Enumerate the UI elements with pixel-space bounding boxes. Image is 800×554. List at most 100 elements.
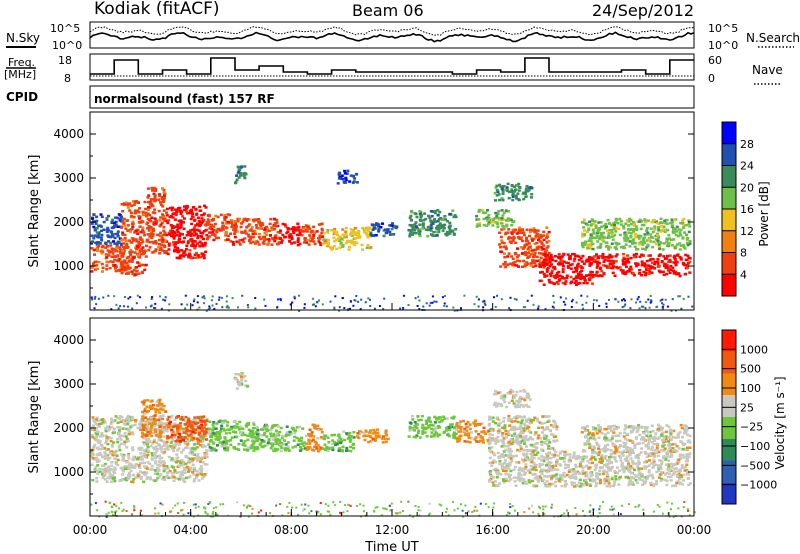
scatter-cell xyxy=(95,480,99,483)
scatter-cell xyxy=(275,218,279,222)
scatter-cell xyxy=(231,223,234,227)
scatter-cell xyxy=(230,219,234,223)
scatter-cell xyxy=(191,453,195,456)
scatter-cell xyxy=(668,266,671,270)
scatter-cell xyxy=(524,251,527,254)
scatter-cell xyxy=(190,210,194,214)
scatter-cell xyxy=(496,190,500,193)
scatter-cell xyxy=(326,449,330,452)
scatter-cell xyxy=(206,218,210,221)
scatter-cell xyxy=(192,443,196,446)
scatter-cell xyxy=(111,260,115,264)
scatter-cell xyxy=(155,220,159,223)
scatter-cell xyxy=(348,431,352,435)
ground-scatter-cell xyxy=(638,307,641,310)
scatter-cell xyxy=(124,239,128,243)
scatter-cell xyxy=(132,256,136,259)
scatter-cell xyxy=(173,469,177,472)
scatter-cell xyxy=(157,438,161,442)
scatter-cell xyxy=(131,222,135,226)
scatter-cell xyxy=(674,260,678,263)
scatter-cell xyxy=(602,231,606,235)
scatter-cell xyxy=(643,248,647,251)
scatter-cell xyxy=(134,273,138,276)
scatter-cell xyxy=(623,257,627,261)
ground-scatter-cell xyxy=(623,305,626,308)
scatter-cell xyxy=(476,435,480,438)
scatter-cell xyxy=(197,256,201,259)
scatter-cell xyxy=(237,241,241,244)
scatter-cell xyxy=(125,420,129,423)
scatter-cell xyxy=(321,242,325,246)
scatter-cell xyxy=(125,427,129,431)
scatter-cell xyxy=(542,272,546,276)
scatter-cell xyxy=(671,266,675,270)
scatter-cell xyxy=(567,261,570,265)
scatter-cell xyxy=(685,238,689,241)
scatter-cell xyxy=(219,430,223,433)
scatter-cell xyxy=(193,244,196,248)
ground-scatter-cell xyxy=(477,298,480,301)
scatter-cell xyxy=(158,248,162,252)
scatter-cell xyxy=(336,238,340,241)
scatter-cell xyxy=(128,463,132,466)
scatter-cell xyxy=(333,433,336,437)
ground-scatter-cell xyxy=(208,307,211,309)
scatter-cell xyxy=(621,269,625,272)
scatter-cell xyxy=(157,460,161,463)
scatter-cell xyxy=(103,421,107,424)
scatter-cell xyxy=(100,245,104,249)
scatter-cell xyxy=(500,434,504,437)
scatter-cell xyxy=(335,230,339,234)
scatter-cell xyxy=(154,407,158,411)
ground-scatter-cell xyxy=(93,297,96,300)
scatter-cell xyxy=(165,207,169,211)
scatter-cell xyxy=(148,462,152,466)
scatter-cell xyxy=(370,436,374,440)
scatter-cell xyxy=(178,256,182,260)
scatter-cell xyxy=(366,243,370,247)
scatter-cell xyxy=(480,436,484,439)
scatter-cell xyxy=(618,233,622,237)
scatter-cell xyxy=(375,222,378,225)
scatter-cell xyxy=(374,234,378,237)
scatter-cell xyxy=(608,222,611,225)
scatter-cell xyxy=(657,264,660,268)
scatter-cell xyxy=(554,480,557,484)
ground-scatter-cell xyxy=(605,305,608,308)
scatter-cell xyxy=(165,211,169,214)
scatter-cell xyxy=(106,226,110,230)
scatter-cell xyxy=(123,440,127,444)
scatter-cell xyxy=(191,471,195,474)
scatter-cell xyxy=(588,237,592,240)
scatter-cell xyxy=(150,186,154,190)
scatter-cell xyxy=(448,228,452,232)
scatter-cell xyxy=(140,271,144,275)
scatter-cell xyxy=(104,426,108,430)
scatter-cell xyxy=(624,243,628,246)
scatter-cell xyxy=(586,246,590,250)
scatter-cell xyxy=(255,219,259,222)
scatter-cell xyxy=(109,480,113,483)
scatter-cell xyxy=(204,438,208,441)
scatter-cell xyxy=(233,232,237,236)
scatter-cell xyxy=(267,439,271,442)
scatter-cell xyxy=(527,417,531,420)
scatter-cell xyxy=(159,203,163,206)
scatter-cell xyxy=(276,224,280,228)
scatter-cell xyxy=(200,468,204,471)
scatter-cell xyxy=(127,432,131,436)
scatter-cell xyxy=(500,216,504,220)
scatter-cell xyxy=(97,244,101,248)
scatter-cell xyxy=(150,452,154,455)
scatter-cell xyxy=(317,450,321,453)
scatter-cell xyxy=(681,219,685,222)
scatter-cell xyxy=(571,252,574,256)
scatter-cell xyxy=(326,243,330,246)
scatter-cell xyxy=(176,427,179,430)
scatter-cell xyxy=(611,233,615,236)
scatter-cell xyxy=(136,472,140,475)
scatter-cell xyxy=(218,441,222,444)
scatter-cell xyxy=(199,466,203,470)
